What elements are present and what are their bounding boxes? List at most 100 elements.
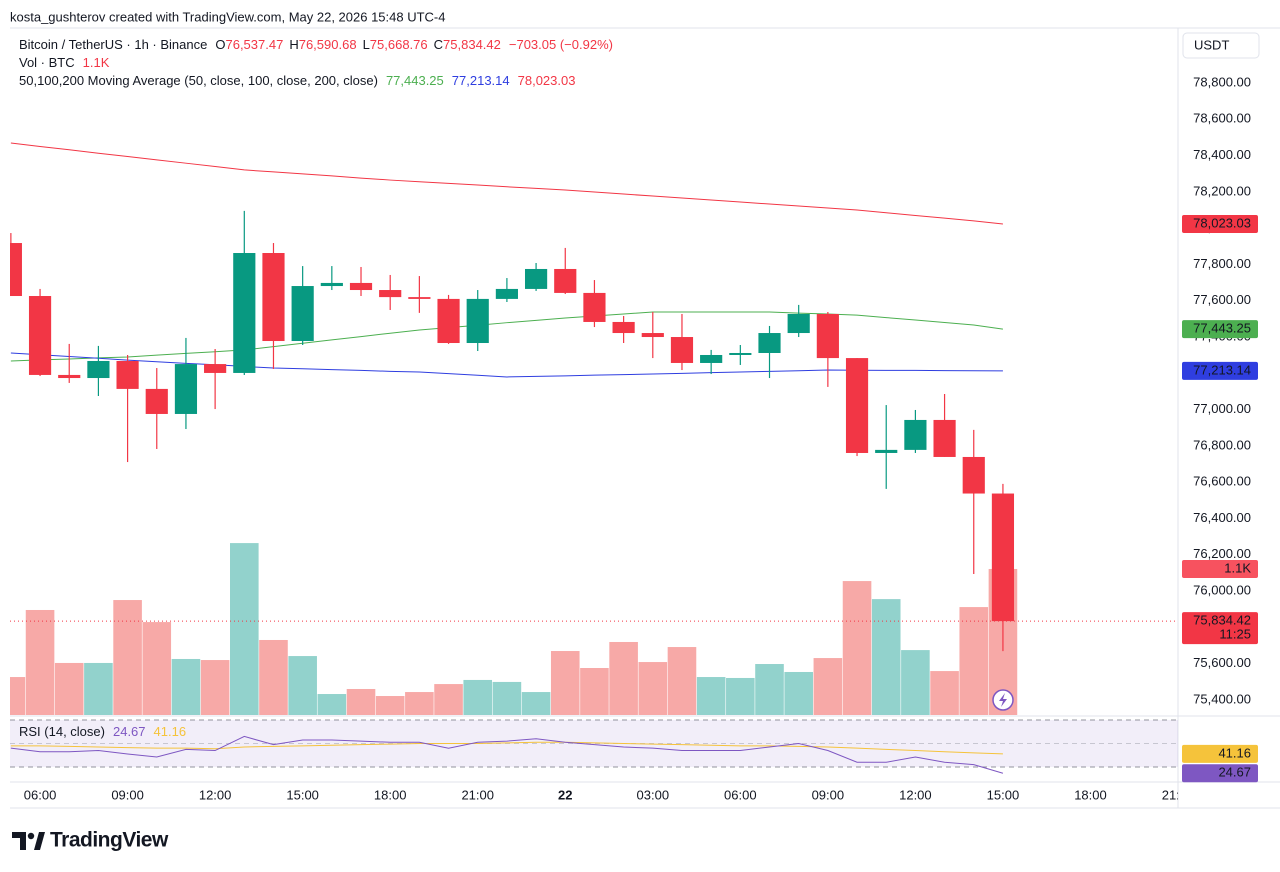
candle-body: [904, 419, 927, 450]
candle-body: [787, 313, 810, 334]
candle-body: [495, 288, 518, 299]
ohlc-key: C: [434, 37, 443, 52]
candle-body: [816, 313, 839, 359]
y-tick-label: 76,000.00: [1193, 583, 1251, 598]
logo-text: TradingView: [50, 829, 169, 852]
candle-body: [58, 374, 81, 379]
volume-bar: [901, 650, 930, 715]
ohlc-key: L: [363, 37, 370, 52]
ohlc-key: O: [215, 37, 225, 52]
currency-label[interactable]: USDT: [1194, 37, 1229, 52]
volume-bar: [726, 677, 755, 715]
volume-bar: [54, 662, 84, 715]
logo-mark: [12, 832, 26, 850]
x-tick-label: 09:00: [812, 787, 845, 802]
candle-body: [320, 282, 343, 287]
candle-body: [845, 358, 869, 453]
volume-legend: Vol · BTC 1.1K: [19, 55, 110, 70]
volume-bar: [259, 639, 288, 715]
candle-body: [437, 298, 460, 344]
time-axis: 06:00 09:00 12:00 15:00 18:00 21:00 22 03:00 06:…: [24, 787, 1178, 802]
x-tick-label: 06:00: [724, 787, 757, 802]
rsi-name: RSI (14, close): [19, 724, 105, 739]
x-tick-label: 18:00: [374, 787, 407, 802]
volume-bar: [667, 647, 697, 715]
ma-tag: 77,443.25: [1193, 321, 1251, 336]
x-tick-label: 15:00: [286, 787, 319, 802]
x-tick-label: 12:00: [899, 787, 932, 802]
ohlc-value: 76,537.47: [225, 37, 283, 52]
volume-bar: [609, 641, 638, 715]
volume-bar: [375, 696, 405, 715]
ma-value: 78,023.03: [518, 73, 576, 88]
volume-bar: [230, 543, 259, 715]
y-tick-label: 76,800.00: [1193, 437, 1251, 452]
candle-body: [583, 292, 606, 322]
y-tick-label: 78,400.00: [1193, 147, 1251, 162]
volume-bar: [10, 677, 26, 715]
rsi-tag: 24.67: [1218, 765, 1251, 780]
rsi-tag-bg: [1182, 764, 1258, 783]
candle-body: [28, 296, 52, 375]
volume-bar: [638, 662, 668, 715]
ma-tag: 77,213.14: [1193, 362, 1251, 377]
candle-body: [379, 290, 402, 298]
candle-body: [670, 337, 694, 363]
rsi-legend: RSI (14, close) 24.67 41.16: [19, 724, 186, 739]
candle-body: [174, 364, 198, 414]
rsi-line: [10, 741, 1003, 755]
candle-body: [233, 253, 256, 373]
price-axis: 75,400.0075,600.0075,800.0076,000.0076,2…: [1182, 74, 1258, 783]
y-tick-label: 76,200.00: [1193, 546, 1251, 561]
moving-average: [10, 352, 1003, 378]
volume-bar: [113, 600, 142, 715]
candle-body: [87, 360, 110, 379]
y-tick-label: 77,000.00: [1193, 401, 1251, 416]
y-tick-label: 75,400.00: [1193, 691, 1251, 706]
volume-bar: [521, 692, 551, 715]
x-tick-label: 03:00: [637, 787, 670, 802]
candle-body: [962, 456, 985, 494]
rsi-pane: [10, 719, 1178, 768]
volume-bar: [84, 662, 113, 715]
symbol: Bitcoin / TetherUS · 1h · Binance: [19, 37, 207, 52]
volume-bar: [288, 656, 317, 715]
candle-body: [991, 493, 1015, 622]
y-tick-label: 77,800.00: [1193, 256, 1251, 271]
moving-average: [10, 142, 1003, 225]
candle-body: [466, 298, 489, 344]
ohlc-value: 76,590.68: [299, 37, 357, 52]
volume-bar: [959, 607, 989, 715]
candle-body: [291, 286, 314, 342]
moving-average: [10, 311, 1004, 362]
ma-name: 50,100,200 Moving Average (50, close, 10…: [19, 73, 378, 88]
ohlc-key: H: [289, 37, 298, 52]
symbol-legend: Bitcoin / TetherUS · 1h · Binance O76,537…: [19, 37, 613, 52]
candle-body: [875, 449, 898, 453]
volume-name: Vol · BTC: [19, 55, 75, 70]
volume-bar: [755, 664, 784, 715]
candle-body: [116, 360, 139, 389]
y-tick-label: 76,600.00: [1193, 474, 1251, 489]
candle-body: [554, 268, 577, 293]
ma-tag: 78,023.03: [1193, 215, 1251, 230]
candle-body: [700, 354, 723, 363]
volume-bar: [784, 671, 813, 715]
rsi-line: [10, 735, 1004, 774]
candle-body: [729, 352, 752, 355]
y-tick-label: 77,600.00: [1193, 292, 1251, 307]
rsi-lines: [10, 735, 1004, 774]
volume-bar: [871, 599, 901, 715]
change: −703.05 (−0.92%): [509, 37, 613, 52]
rsi-value: 24.67: [113, 724, 146, 739]
alert-bolt: [999, 693, 1007, 707]
logo-dot: [27, 832, 35, 840]
volume-bar: [346, 688, 376, 715]
volume-bar: [463, 679, 493, 715]
currency-button[interactable]: [1182, 32, 1260, 59]
header-text: kosta_gushterov created with TradingView…: [10, 9, 446, 24]
volume-bar: [580, 668, 609, 715]
ma-tag-bg: [1182, 320, 1258, 339]
candle-body: [349, 282, 373, 291]
ma-value: 77,443.25: [386, 73, 444, 88]
